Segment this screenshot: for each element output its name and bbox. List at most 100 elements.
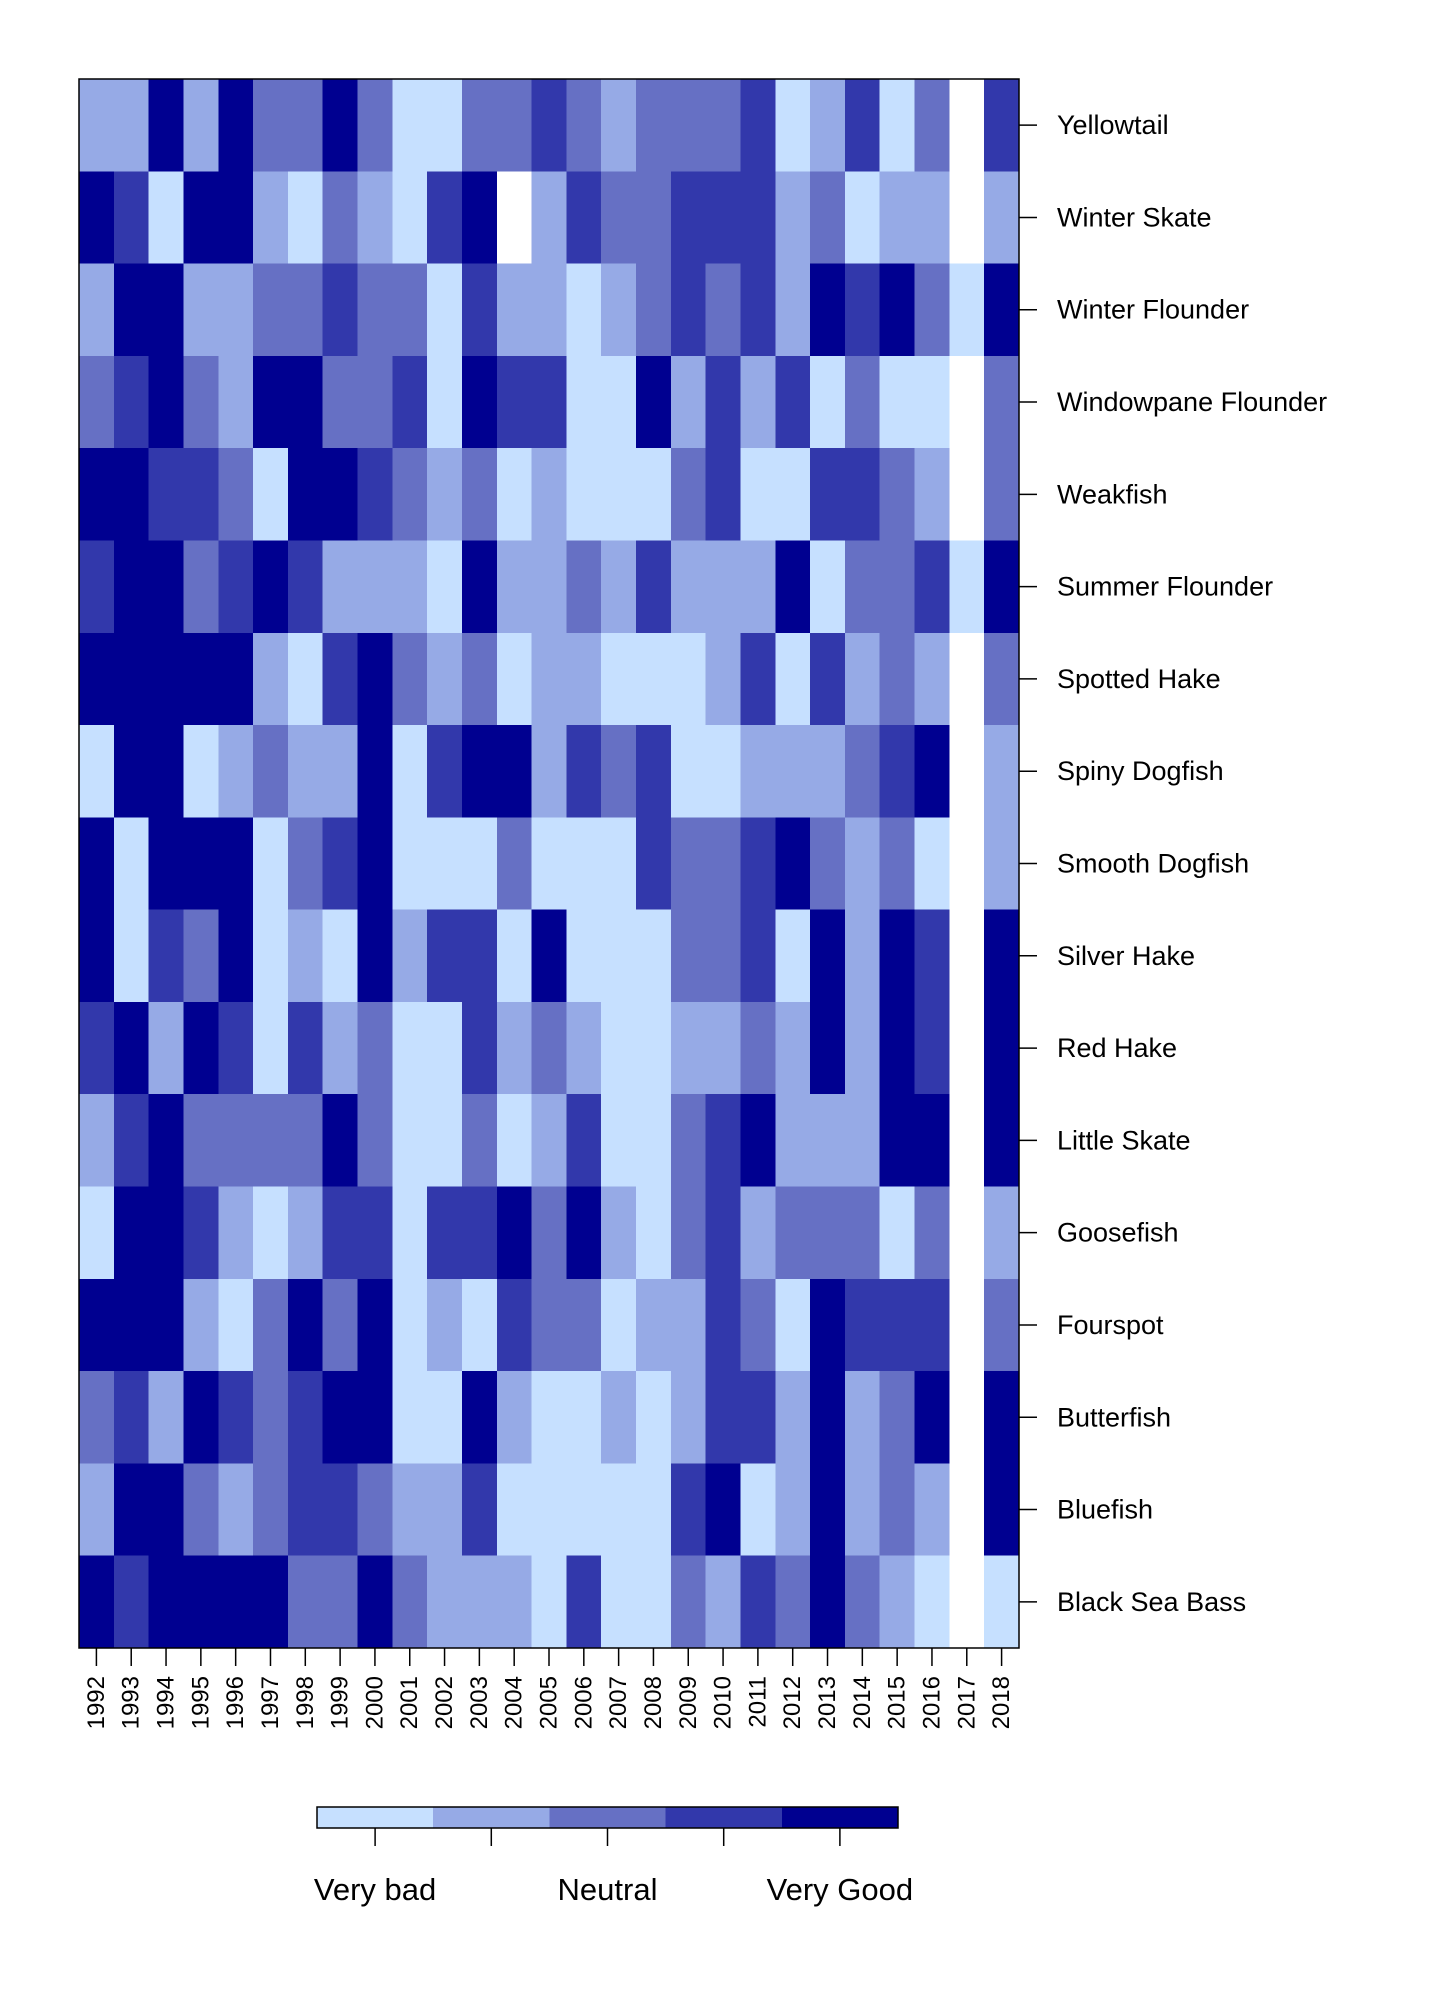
heatmap-cell-winter-skate-2002 — [427, 171, 463, 265]
heatmap-cell-little-skate-2010 — [705, 1094, 742, 1188]
heatmap-cell-black-sea-bass-2016 — [914, 1555, 950, 1649]
heatmap-cell-goosefish-2010 — [705, 1186, 742, 1280]
heatmap-cell-goosefish-2006 — [566, 1186, 602, 1280]
heatmap-cell-winter-skate-1999 — [322, 171, 359, 265]
year-label: 2002 — [431, 1676, 458, 1729]
heatmap-cell-goosefish-2009 — [670, 1186, 707, 1280]
heatmap-cell-spotted-hake-2010 — [705, 632, 742, 726]
heatmap-cell-yellowtail-1994 — [148, 79, 185, 172]
heatmap-cell-black-sea-bass-2014 — [844, 1555, 881, 1649]
heatmap-cell-smooth-dogfish-1995 — [183, 817, 219, 911]
year-label: 1999 — [327, 1676, 354, 1729]
species-label: Smooth Dogfish — [1057, 849, 1249, 879]
heatmap-cell-bluefish-2009 — [670, 1463, 707, 1557]
heatmap-cell-spiny-dogfish-1998 — [287, 725, 324, 818]
heatmap-cell-weakfish-2002 — [427, 448, 463, 542]
heatmap-cell-windowpane-flounder-2017 — [949, 355, 985, 449]
heatmap-cell-black-sea-bass-2003 — [461, 1555, 498, 1649]
heatmap-cell-windowpane-flounder-1999 — [322, 355, 359, 449]
heatmap-cell-weakfish-2000 — [357, 448, 393, 542]
heatmap-cell-spotted-hake-1992 — [79, 632, 115, 726]
heatmap-cell-goosefish-1996 — [218, 1186, 254, 1280]
heatmap-cell-summer-flounder-2010 — [705, 540, 742, 634]
year-label: 1995 — [187, 1676, 214, 1729]
heatmap-cell-goosefish-2001 — [392, 1186, 428, 1280]
heatmap-cell-little-skate-2004 — [496, 1094, 533, 1188]
heatmap-cell-yellowtail-2004 — [496, 79, 533, 172]
heatmap-cell-silver-hake-2004 — [496, 909, 533, 1003]
heatmap-cell-windowpane-flounder-1993 — [113, 355, 150, 449]
species-label: Fourspot — [1057, 1310, 1164, 1340]
heatmap-cell-goosefish-2008 — [636, 1186, 672, 1280]
heatmap-cell-fourspot-2003 — [461, 1278, 498, 1372]
heatmap-cell-spiny-dogfish-2011 — [740, 725, 776, 818]
year-label: 2008 — [640, 1676, 667, 1729]
species-label: Red Hake — [1057, 1033, 1177, 1063]
year-label: 1996 — [222, 1676, 249, 1729]
heatmap-cell-summer-flounder-1994 — [148, 540, 185, 634]
heatmap-cell-weakfish-2010 — [705, 448, 742, 542]
heatmap-cell-goosefish-2014 — [844, 1186, 881, 1280]
species-label: Black Sea Bass — [1057, 1587, 1246, 1617]
heatmap-cell-weakfish-2009 — [670, 448, 707, 542]
heatmap-cell-goosefish-2013 — [810, 1186, 846, 1280]
heatmap-cell-red-hake-2001 — [392, 1001, 428, 1095]
species-label: Silver Hake — [1057, 941, 1195, 971]
year-label: 1993 — [118, 1676, 145, 1729]
heatmap-cell-smooth-dogfish-2009 — [670, 817, 707, 911]
heatmap-cell-butterfish-1997 — [253, 1371, 289, 1465]
heatmap-cell-fourspot-2006 — [566, 1278, 602, 1372]
heatmap-cell-spotted-hake-2016 — [914, 632, 950, 726]
heatmap-cell-yellowtail-2006 — [566, 79, 602, 172]
legend-swatch — [549, 1807, 667, 1828]
heatmap-cell-winter-flounder-2000 — [357, 263, 393, 357]
heatmap-cell-weakfish-2013 — [810, 448, 846, 542]
heatmap-cell-smooth-dogfish-2017 — [949, 817, 985, 911]
year-label: 1992 — [83, 1676, 110, 1729]
heatmap-cell-black-sea-bass-2005 — [531, 1555, 567, 1649]
heatmap-cell-smooth-dogfish-2010 — [705, 817, 742, 911]
heatmap-cell-fourspot-2004 — [496, 1278, 533, 1372]
year-label: 2006 — [570, 1676, 597, 1729]
year-label: 2007 — [605, 1676, 632, 1729]
heatmap-cell-bluefish-2006 — [566, 1463, 602, 1557]
heatmap-cell-spiny-dogfish-1997 — [253, 725, 289, 818]
heatmap-cell-little-skate-2012 — [775, 1094, 811, 1188]
heatmap-cell-little-skate-2016 — [914, 1094, 950, 1188]
heatmap-cell-bluefish-1998 — [287, 1463, 324, 1557]
heatmap-cell-winter-skate-2014 — [844, 171, 881, 265]
heatmap-cell-silver-hake-2009 — [670, 909, 707, 1003]
heatmap-cell-spiny-dogfish-2010 — [705, 725, 742, 818]
heatmap-cell-summer-flounder-2005 — [531, 540, 567, 634]
heatmap-cell-red-hake-2004 — [496, 1001, 533, 1095]
heatmap-cell-butterfish-2001 — [392, 1371, 428, 1465]
heatmap-cell-spiny-dogfish-2014 — [844, 725, 881, 818]
heatmap-cell-butterfish-2008 — [636, 1371, 672, 1465]
heatmap-cell-weakfish-1998 — [287, 448, 324, 542]
heatmap-cell-butterfish-2013 — [810, 1371, 846, 1465]
heatmap-cell-black-sea-bass-2009 — [670, 1555, 707, 1649]
heatmap-cell-silver-hake-1997 — [253, 909, 289, 1003]
year-label: 2004 — [501, 1676, 528, 1729]
heatmap-cell-winter-flounder-2003 — [461, 263, 498, 357]
heatmap-cell-winter-skate-2015 — [879, 171, 916, 265]
heatmap-cell-summer-flounder-2016 — [914, 540, 950, 634]
heatmap-cell-silver-hake-2005 — [531, 909, 567, 1003]
heatmap-cell-summer-flounder-2015 — [879, 540, 916, 634]
heatmap-cell-little-skate-2000 — [357, 1094, 393, 1188]
heatmap-cell-spiny-dogfish-2009 — [670, 725, 707, 818]
heatmap-cell-bluefish-2013 — [810, 1463, 846, 1557]
heatmap-cell-fourspot-2017 — [949, 1278, 985, 1372]
heatmap-cell-little-skate-1996 — [218, 1094, 254, 1188]
heatmap-cell-bluefish-2008 — [636, 1463, 672, 1557]
heatmap-cell-spotted-hake-2000 — [357, 632, 393, 726]
heatmap-cell-spiny-dogfish-2018 — [984, 725, 1020, 818]
heatmap-cell-black-sea-bass-1995 — [183, 1555, 219, 1649]
heatmap-cell-winter-skate-1995 — [183, 171, 219, 265]
heatmap-cell-butterfish-1992 — [79, 1371, 115, 1465]
heatmap-cell-goosefish-1993 — [113, 1186, 150, 1280]
heatmap-cell-windowpane-flounder-1994 — [148, 355, 185, 449]
heatmap-cell-red-hake-1992 — [79, 1001, 115, 1095]
heatmap-cell-winter-flounder-2013 — [810, 263, 846, 357]
heatmap-cell-smooth-dogfish-2007 — [601, 817, 637, 911]
